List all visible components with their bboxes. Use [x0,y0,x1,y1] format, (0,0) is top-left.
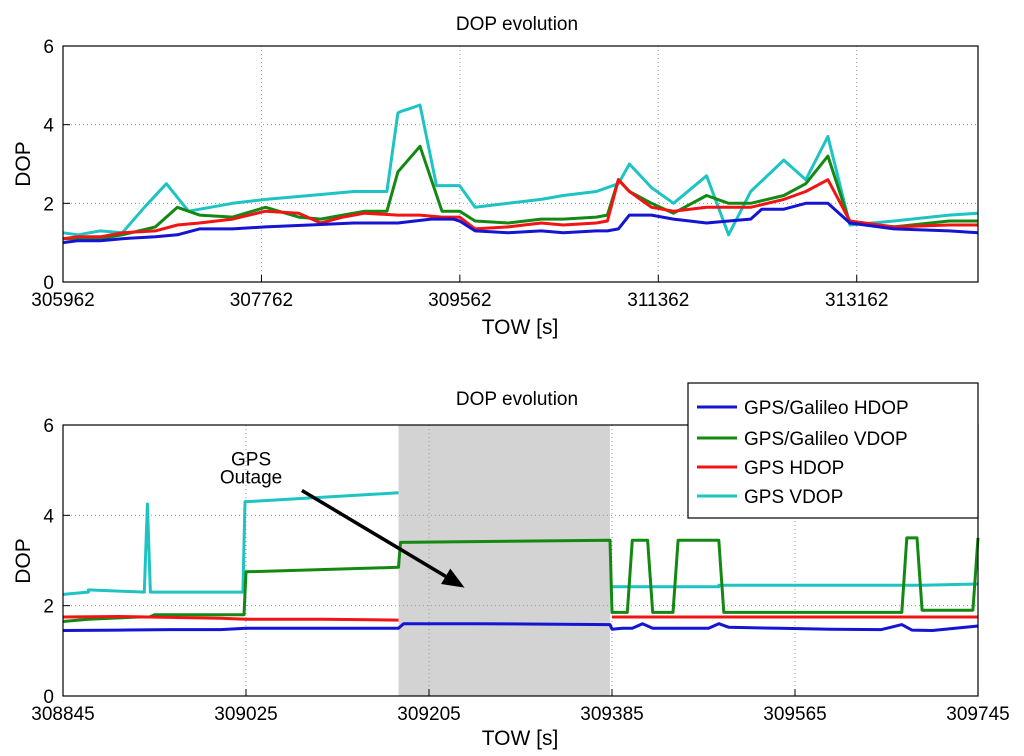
top-chart-ylabel: DOP [12,141,35,187]
top-chart-series [62,103,979,245]
bottom-chart-ticks: 308845 309025 309205 309385 309565 309745 0 2 4 6 [31,416,1009,725]
bottom-chart-frame [62,424,979,697]
top-series-gps-galileo-hdop [62,201,979,245]
legend-label-gps-galileo-vdop: GPS/Galileo VDOP [744,429,908,450]
top-series-gps-vdop [62,103,979,237]
bottom-series-gps-hdop [62,615,399,622]
annotation-arrow-head [441,568,465,588]
top-ytick-label: 6 [43,37,54,58]
legend: GPS/Galileo HDOP GPS/Galileo VDOP GPS HD… [687,382,979,519]
bottom-ytick-label: 0 [43,687,54,708]
top-chart-grid [63,46,978,282]
top-chart-ticks: 305962 307762 309562 311362 313162 0 2 4 6 [31,37,888,311]
bottom-chart-ylabel: DOP [12,538,35,584]
top-xtick-label: 311362 [627,290,689,311]
annotation-gps: GPS [231,450,271,471]
annotation-outage: Outage [220,468,282,489]
bottom-series-gps-vdop-part2 [612,582,979,589]
top-series-gps-galileo-vdop [63,144,978,241]
legend-label-gps-hdop: GPS HDOP [744,458,844,479]
bottom-chart-title: DOP evolution [456,389,578,410]
bottom-ytick-label: 2 [43,597,54,618]
bottom-xtick-label: 309205 [397,704,460,725]
bottom-chart: DOP evolution 308845 309025 309205 309385 30… [12,382,1010,750]
bottom-ytick-label: 4 [43,506,54,527]
bottom-series-gps-galileo-hdop [62,622,979,632]
bottom-series-gps-vdop [62,491,399,596]
top-series-gps-hdop [62,178,978,241]
top-xtick-label: 305962 [31,290,94,311]
bottom-xtick-label: 309025 [214,704,277,725]
bottom-series-gps-galileo-vdop [62,536,980,623]
bottom-chart-xlabel: TOW [s] [482,727,559,750]
top-xtick-label: 307762 [230,290,293,311]
annotation-arrow [301,488,447,578]
top-chart: DOP evolution 305962 307762 309562 311362 31… [12,14,979,339]
legend-label-gps-vdop: GPS VDOP [744,487,843,508]
top-chart-xlabel: TOW [s] [482,316,559,339]
top-xtick-label: 309562 [428,290,491,311]
bottom-xtick-label: 309745 [946,704,1009,725]
top-xtick-label: 313162 [825,290,888,311]
bottom-ytick-label: 6 [43,416,54,437]
top-chart-frame [62,45,979,283]
bottom-chart-series [62,491,980,632]
legend-label-gps-galileo-hdop: GPS/Galileo HDOP [744,398,909,419]
bottom-xtick-label: 309565 [763,704,826,725]
top-ytick-label: 0 [43,273,54,294]
gps-outage-shaded-region [398,425,610,696]
bottom-chart-grid [63,425,978,696]
top-ytick-label: 2 [43,194,54,215]
top-ytick-label: 4 [43,116,54,137]
bottom-xtick-label: 308845 [31,704,94,725]
bottom-xtick-label: 309385 [580,704,643,725]
top-chart-title: DOP evolution [456,14,578,35]
